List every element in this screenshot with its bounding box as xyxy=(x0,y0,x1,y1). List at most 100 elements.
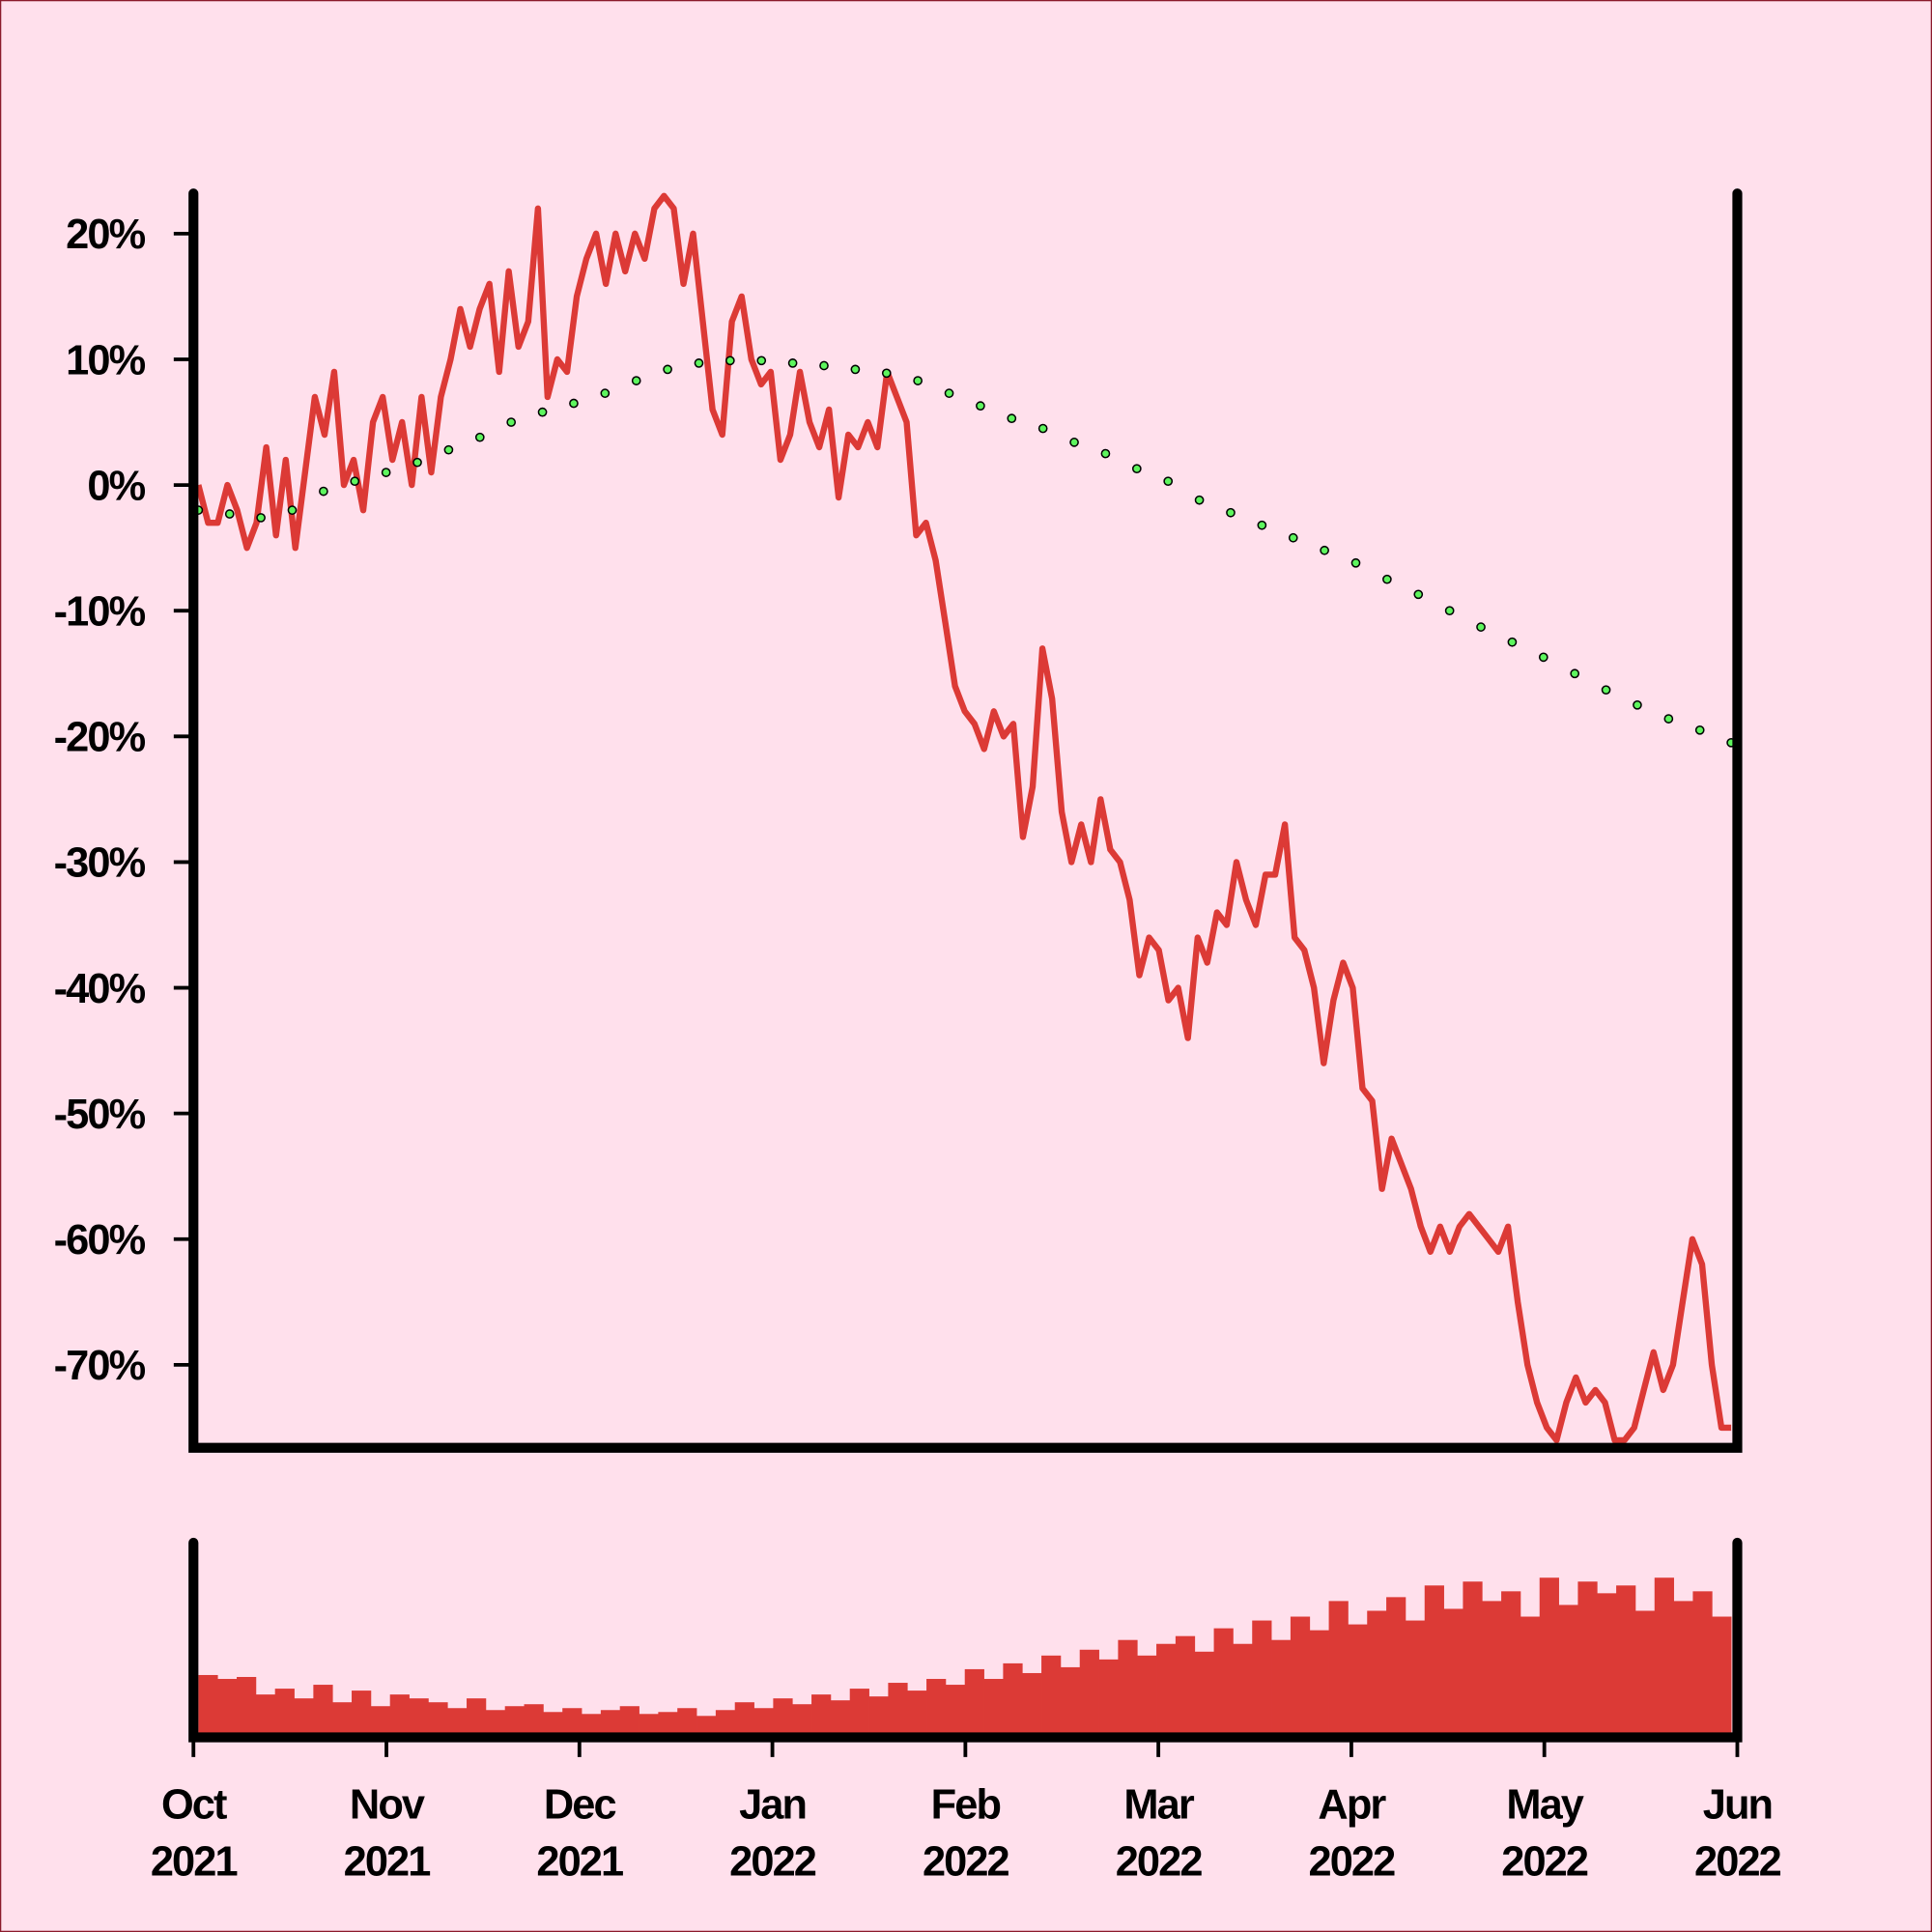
x-tick-label: Jun xyxy=(1703,1782,1772,1829)
volume-bar xyxy=(811,1694,832,1738)
ma-point xyxy=(1444,606,1455,616)
ma-point xyxy=(443,444,454,455)
y-tick-label: -60% xyxy=(54,1217,146,1264)
price-line xyxy=(195,192,1732,1444)
volume-bar xyxy=(1194,1651,1214,1738)
volume-bar xyxy=(352,1690,372,1738)
volume-bar xyxy=(1271,1639,1292,1738)
volume-bar xyxy=(1424,1585,1444,1738)
ma-point xyxy=(819,360,829,371)
volume-bar xyxy=(1137,1655,1157,1738)
x-tick-label: Nov xyxy=(350,1782,425,1829)
volume-bar xyxy=(639,1714,659,1738)
volume-bar xyxy=(849,1689,869,1738)
ma-point xyxy=(1663,714,1674,724)
volume-bar xyxy=(945,1685,966,1738)
x-tick-label: 2022 xyxy=(1501,1838,1588,1885)
y-tick-label: 10% xyxy=(66,337,145,384)
ma-point xyxy=(256,513,266,523)
ma-point xyxy=(537,407,548,417)
y-tick-label: -30% xyxy=(54,840,146,887)
ma-point xyxy=(224,509,235,519)
volume-bar xyxy=(1175,1635,1196,1738)
ma-point xyxy=(850,364,861,375)
y-tick-label: -50% xyxy=(54,1092,146,1138)
volume-bar xyxy=(983,1679,1004,1738)
volume-bar xyxy=(715,1710,736,1738)
ma-point xyxy=(1163,476,1174,487)
ma-point xyxy=(350,476,360,487)
x-tick-label: 2022 xyxy=(1309,1838,1396,1885)
y-tick-label: -40% xyxy=(54,966,146,1012)
volume-bar xyxy=(1405,1620,1426,1738)
ma-point xyxy=(412,457,422,468)
ma-point xyxy=(663,364,672,375)
x-tick-label: Jan xyxy=(739,1782,806,1829)
volume-bar xyxy=(1079,1649,1099,1738)
volume-bar xyxy=(217,1679,238,1738)
ma-point xyxy=(1226,507,1236,518)
ma-point xyxy=(1194,495,1205,505)
axes-frame xyxy=(188,188,1743,1453)
volume-bar xyxy=(753,1708,774,1738)
volume-bar xyxy=(562,1708,582,1738)
volume-panel: Oct 2021 Nov 2021 Dec 2021 Jan 2022 Feb 2022 Mar 20… xyxy=(151,1537,1783,1885)
ma-point xyxy=(756,355,767,366)
volume-bar xyxy=(1692,1591,1713,1738)
volume-bar xyxy=(274,1689,295,1738)
ma-point xyxy=(631,376,641,385)
ma-point xyxy=(1350,557,1361,568)
ma-point xyxy=(694,358,704,368)
volume-bar xyxy=(619,1706,639,1738)
ma-point xyxy=(569,398,579,409)
volume-bar xyxy=(1673,1601,1693,1738)
ma-point xyxy=(881,368,892,379)
volume-bar xyxy=(830,1700,851,1738)
axes-frame xyxy=(188,1537,1743,1743)
x-tick-label: Mar xyxy=(1123,1782,1194,1829)
volume-bar xyxy=(1328,1601,1349,1738)
volume-bar xyxy=(926,1679,947,1738)
volume-bar xyxy=(734,1702,754,1738)
x-tick-label: Feb xyxy=(931,1782,1001,1829)
volume-bar xyxy=(1233,1643,1253,1738)
volume-bar xyxy=(1539,1577,1559,1738)
ma-point xyxy=(1382,574,1392,584)
x-tick-label: 2021 xyxy=(344,1838,431,1885)
ma-point xyxy=(1538,652,1548,663)
ma-point xyxy=(1601,685,1611,696)
y-tick-label: -20% xyxy=(54,715,146,761)
volume-bar xyxy=(1003,1662,1023,1738)
ma-point xyxy=(319,486,328,497)
volume-bar xyxy=(1041,1655,1062,1738)
volume-bar xyxy=(504,1706,525,1738)
volume-bar xyxy=(1098,1659,1119,1738)
volume-bar xyxy=(888,1683,908,1738)
volume-bar xyxy=(313,1685,333,1738)
volume-bar xyxy=(1558,1605,1578,1738)
volume-bar xyxy=(773,1698,793,1738)
ma-point xyxy=(1413,589,1424,600)
volume-bar xyxy=(1616,1585,1636,1738)
volume-bar xyxy=(370,1706,391,1738)
ma-point xyxy=(1507,637,1518,647)
volume-bar xyxy=(1482,1601,1502,1738)
ma-point xyxy=(1100,448,1111,459)
volume-bar xyxy=(1118,1639,1138,1738)
volume-bar xyxy=(1367,1610,1387,1738)
volume-bar xyxy=(543,1712,563,1738)
volume-bar xyxy=(868,1696,889,1738)
volume-bar xyxy=(582,1714,602,1738)
volume-bar xyxy=(1309,1630,1329,1738)
ma-point xyxy=(287,505,298,515)
y-tick-label: -10% xyxy=(54,589,146,636)
volume-bar xyxy=(524,1704,544,1738)
ma-point xyxy=(1007,413,1017,423)
x-tick-label: 2022 xyxy=(1116,1838,1203,1885)
ma-point xyxy=(474,432,485,442)
volume-bar xyxy=(1443,1608,1463,1738)
volume-bar xyxy=(1348,1624,1368,1738)
x-tick-label: Dec xyxy=(544,1782,616,1829)
